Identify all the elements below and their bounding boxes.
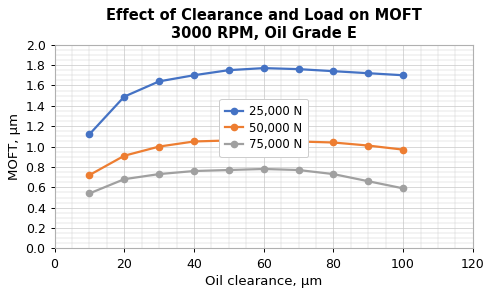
25,000 N (191, 73, 197, 77)
25,000 N (121, 95, 127, 99)
25,000 N (226, 68, 232, 72)
Y-axis label: MOFT, μm: MOFT, μm (8, 113, 21, 180)
25,000 N (156, 80, 162, 83)
Line: 50,000 N: 50,000 N (86, 136, 406, 178)
75,000 N (261, 167, 267, 171)
25,000 N (365, 71, 371, 75)
75,000 N (156, 172, 162, 176)
50,000 N (330, 141, 336, 144)
75,000 N (400, 186, 406, 190)
X-axis label: Oil clearance, μm: Oil clearance, μm (205, 275, 322, 288)
50,000 N (296, 140, 302, 143)
50,000 N (156, 145, 162, 148)
25,000 N (296, 67, 302, 71)
75,000 N (121, 177, 127, 181)
75,000 N (191, 169, 197, 173)
75,000 N (330, 172, 336, 176)
75,000 N (296, 168, 302, 172)
50,000 N (261, 138, 267, 141)
Line: 75,000 N: 75,000 N (86, 166, 406, 197)
50,000 N (121, 154, 127, 157)
75,000 N (86, 192, 92, 195)
25,000 N (400, 73, 406, 77)
50,000 N (191, 140, 197, 143)
50,000 N (226, 139, 232, 142)
25,000 N (86, 133, 92, 136)
50,000 N (400, 148, 406, 152)
75,000 N (226, 168, 232, 172)
50,000 N (86, 173, 92, 177)
Title: Effect of Clearance and Load on MOFT
3000 RPM, Oil Grade E: Effect of Clearance and Load on MOFT 300… (106, 8, 422, 41)
Line: 25,000 N: 25,000 N (86, 65, 406, 137)
25,000 N (261, 66, 267, 70)
50,000 N (365, 144, 371, 147)
Legend: 25,000 N, 50,000 N, 75,000 N: 25,000 N, 50,000 N, 75,000 N (219, 99, 308, 157)
25,000 N (330, 69, 336, 73)
75,000 N (365, 179, 371, 183)
